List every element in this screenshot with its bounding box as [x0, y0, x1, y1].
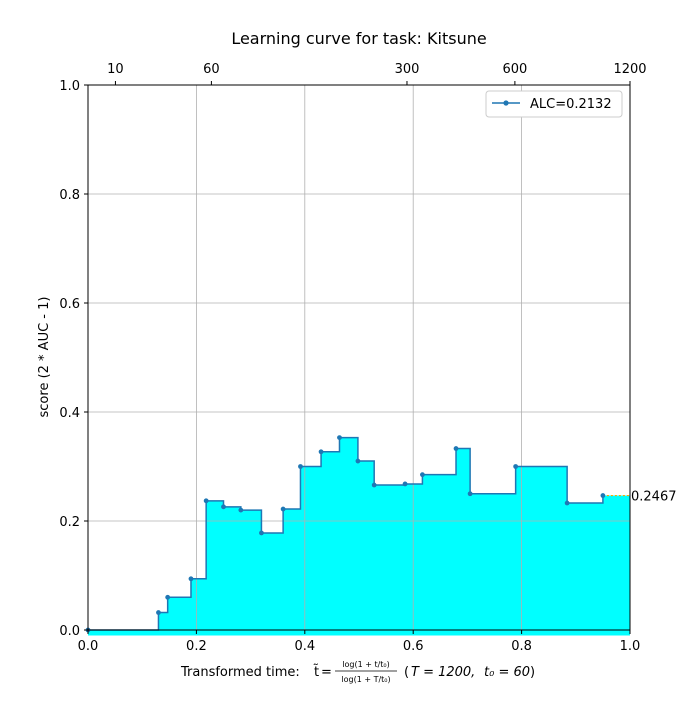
- x-tick-label: 0.2: [186, 639, 207, 654]
- data-point: [453, 446, 459, 451]
- legend-marker: [503, 100, 509, 106]
- y-tick-label: 0.0: [59, 624, 80, 639]
- legend: ALC=0.2132: [485, 90, 623, 118]
- legend-label: ALC=0.2132: [530, 97, 612, 112]
- y-tick-label: 0.2: [59, 515, 80, 530]
- data-point: [355, 458, 361, 464]
- data-point: [238, 507, 244, 513]
- top-tick-label: 1200: [613, 62, 646, 77]
- y-axis-label: score (2 * AUC - 1): [37, 297, 52, 418]
- data-point: [188, 576, 194, 582]
- data-point: [203, 498, 209, 504]
- data-point: [156, 610, 161, 615]
- final-score-label: 0.2467: [631, 490, 677, 505]
- x-tick-label: 0.0: [78, 639, 99, 654]
- top-tick-label: 60: [203, 62, 220, 77]
- x-axis-label-numerator: log(1 + t/t₀): [342, 660, 390, 669]
- data-point: [600, 493, 606, 498]
- y-tick-label: 0.6: [59, 297, 80, 312]
- x-axis-label-params-open: (: [404, 665, 409, 680]
- top-tick-label: 300: [395, 62, 420, 77]
- score-area: [88, 437, 630, 636]
- top-tick-label: 600: [502, 62, 527, 77]
- data-point: [420, 472, 425, 478]
- y-tick-label: 1.0: [59, 79, 80, 94]
- x-axis-label-params-close: ): [530, 665, 535, 680]
- x-axis-label-equals: =: [321, 665, 332, 680]
- x-axis-label-denominator: log(1 + T/t₀): [341, 675, 390, 684]
- legend-box: [485, 90, 623, 118]
- x-axis-label-t-symbol: t̃: [313, 665, 319, 680]
- x-tick-label: 0.8: [511, 639, 532, 654]
- y-tick-label: 0.8: [59, 188, 80, 203]
- data-point: [221, 504, 226, 510]
- x-axis-label: Transformed time: t̃ = log(1 + t/t₀) log…: [180, 660, 535, 684]
- x-axis-label-T-param: T = 1200,: [411, 665, 475, 680]
- data-point: [513, 464, 519, 469]
- x-tick-label: 0.6: [403, 639, 424, 654]
- x-axis-label-prefix: Transformed time:: [180, 665, 300, 680]
- data-point: [337, 435, 342, 441]
- score-area-fill: [88, 437, 630, 636]
- top-axis-ticks: 10 60 300 600 1200: [107, 62, 647, 85]
- chart-title: Learning curve for task: Kitsune: [231, 29, 486, 48]
- x-tick-label: 0.4: [294, 639, 315, 654]
- data-point: [564, 500, 570, 506]
- data-point: [165, 594, 171, 600]
- data-point: [402, 481, 408, 487]
- top-tick-label: 10: [107, 62, 124, 77]
- x-axis-ticks: 0.0 0.2 0.4 0.6 0.8 1.0: [78, 630, 641, 654]
- data-point: [298, 464, 303, 469]
- data-point: [280, 506, 286, 512]
- y-axis-ticks: 0.0 0.2 0.4 0.6 0.8 1.0: [59, 79, 88, 639]
- y-tick-label: 0.4: [59, 406, 80, 421]
- data-point: [371, 482, 377, 488]
- data-point: [467, 491, 473, 497]
- x-tick-label: 1.0: [620, 639, 641, 654]
- data-point: [318, 449, 324, 455]
- x-axis-label-t0-param: t₀ = 60: [484, 665, 530, 680]
- plot-frame: [87, 84, 631, 631]
- data-point: [259, 530, 264, 536]
